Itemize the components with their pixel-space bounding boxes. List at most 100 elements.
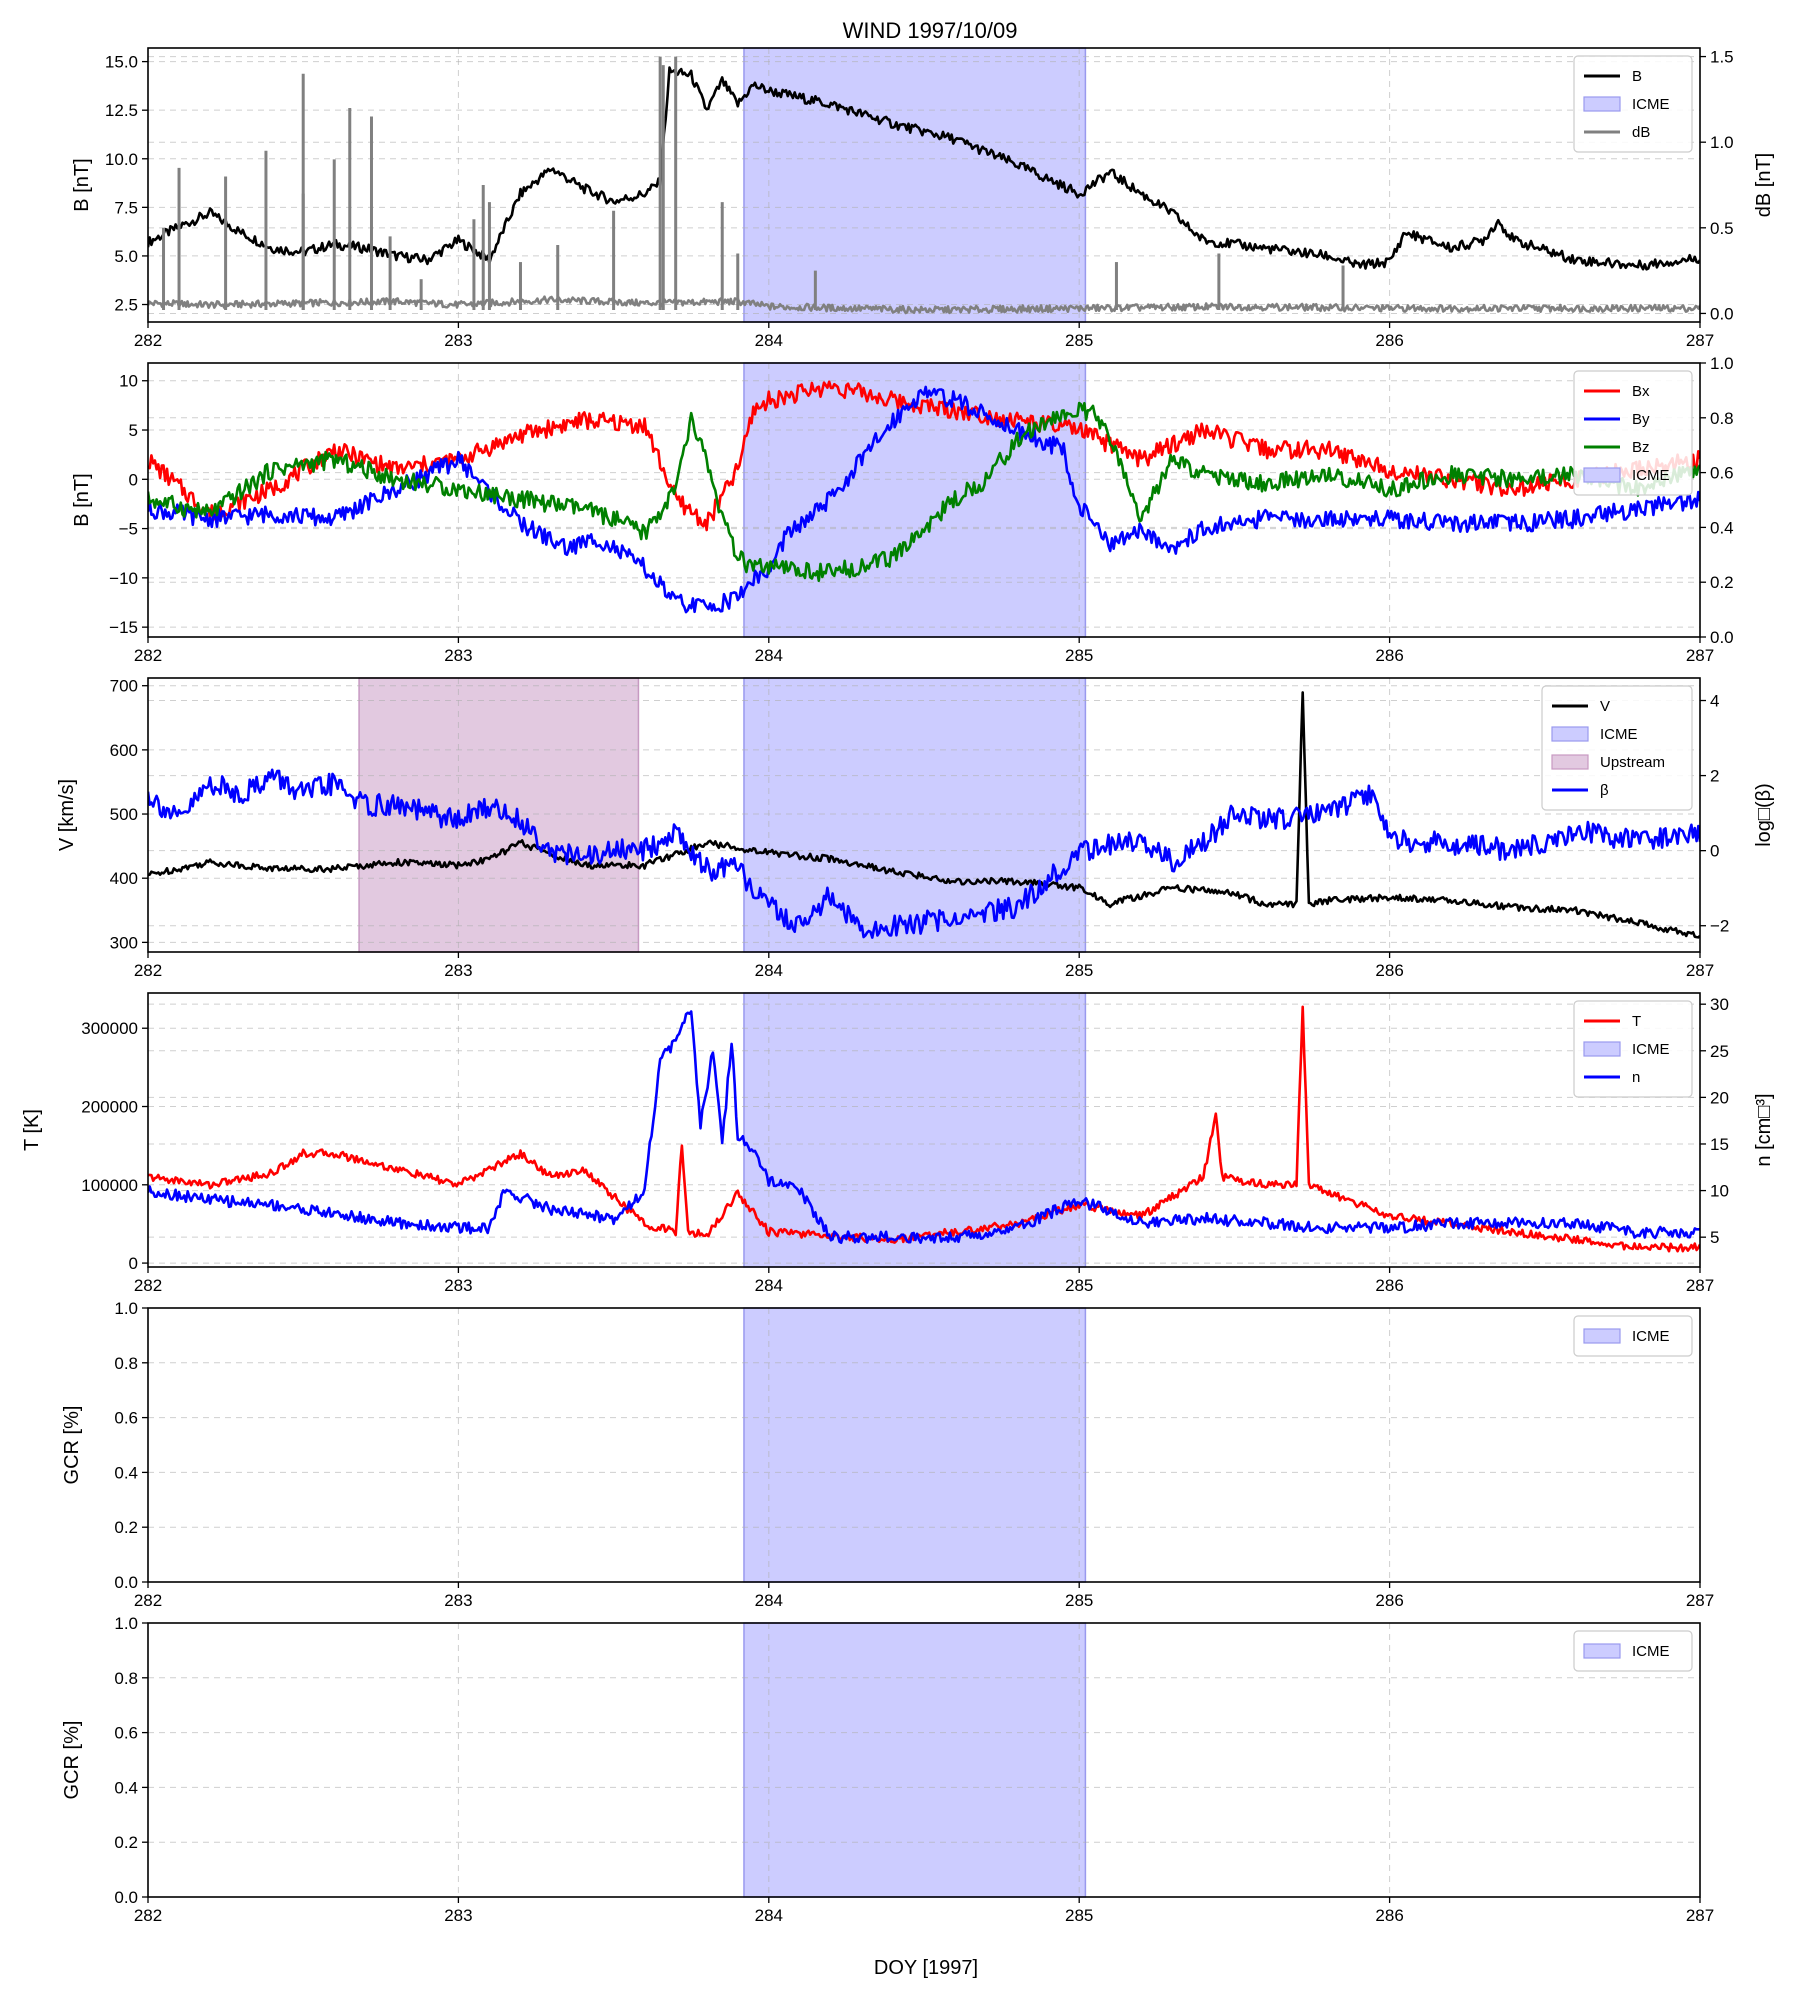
y-axis-label: GCR [%]	[61, 1721, 83, 1800]
x-tick-label: 282	[134, 331, 162, 350]
x-tick-label: 287	[1686, 331, 1714, 350]
legend-swatch-patch	[1583, 96, 1621, 112]
axes-frame	[147, 1622, 1701, 1898]
x-tick-label: 286	[1375, 1591, 1403, 1610]
x-tick-label: 283	[444, 1276, 472, 1295]
y-right-tick-label: 0.4	[1710, 518, 1734, 537]
y-tick-label: 1.0	[114, 1299, 138, 1318]
legend-entry-label: ICME	[1632, 1643, 1670, 1660]
y-tick-label: 400	[110, 869, 138, 888]
x-tick-label: 285	[1065, 1906, 1093, 1925]
panel-velocity-beta: 282 283 284 285 286 287 300 400 500 600 700 −2 0 2 4 V …	[56, 677, 1775, 980]
y-tick-label: 0.2	[114, 1518, 138, 1537]
y-tick-label: 1.0	[114, 1614, 138, 1633]
y-tick-label: 300	[110, 933, 138, 952]
y-tick-label: 0	[129, 470, 138, 489]
figure-title: WIND 1997/10/09	[843, 18, 1018, 43]
x-tick-label: 284	[755, 646, 783, 665]
legend-entry-label: ICME	[1600, 726, 1638, 743]
y-right-tick-label: 15	[1710, 1135, 1729, 1154]
x-tick-label: 284	[755, 1906, 783, 1925]
y-right-tick-label: 4	[1710, 692, 1719, 711]
y-right-tick-label: 5	[1710, 1228, 1719, 1247]
y-right-tick-label: 1.0	[1710, 133, 1734, 152]
legend-entry-label: ICME	[1632, 1328, 1670, 1345]
x-tick-label: 287	[1686, 1906, 1714, 1925]
axes-frame	[147, 677, 1701, 953]
y-tick-label: 0.0	[114, 1573, 138, 1592]
series-line-B	[148, 66, 1700, 271]
x-tick-label: 283	[444, 1591, 472, 1610]
legend-entry-label: β	[1600, 782, 1609, 799]
legend-swatch-patch	[1551, 726, 1589, 742]
panel-magnetic-field-magnitude: 282 283 284 285 286 287 2.5 5.0 7.5 10.0 12.5 15.0 0…	[71, 47, 1775, 350]
legend-box	[1541, 685, 1693, 811]
y-axis-label: B [nT]	[71, 158, 93, 211]
panel-gcr-2: 282 283 284 285 286 287 0.0 0.2 0.4 0.6 0.8 1.0 GCR …	[61, 1614, 1714, 1925]
y-tick-label: 0.0	[114, 1888, 138, 1907]
x-tick-label: 285	[1065, 646, 1093, 665]
y-tick-label: −15	[109, 618, 138, 637]
y-tick-label: −10	[109, 569, 138, 588]
x-tick-label: 286	[1375, 1276, 1403, 1295]
y-tick-label: 700	[110, 677, 138, 696]
y-tick-label: 5.0	[114, 247, 138, 266]
y-right-tick-label: 10	[1710, 1182, 1729, 1201]
x-tick-label: 283	[444, 331, 472, 350]
axes-frame	[147, 1307, 1701, 1583]
y-right-tick-label: 0.0	[1710, 628, 1734, 647]
panel-gcr-1: 282 283 284 285 286 287 0.0 0.2 0.4 0.6 0.8 1.0 GCR …	[61, 1299, 1714, 1610]
y-tick-label: 0.4	[114, 1463, 138, 1482]
y-tick-label: 10.0	[105, 150, 138, 169]
y-tick-label: 2.5	[114, 296, 138, 315]
x-tick-label: 283	[444, 646, 472, 665]
y-tick-label: 5	[129, 421, 138, 440]
y-tick-label: 0.4	[114, 1778, 138, 1797]
legend-entry-label: n	[1632, 1069, 1640, 1086]
x-tick-label: 285	[1065, 1276, 1093, 1295]
y-tick-label: 300000	[81, 1019, 138, 1038]
x-tick-label: 282	[134, 646, 162, 665]
x-axis-label: DOY [1997]	[874, 1957, 978, 1979]
y-tick-label: 0	[129, 1254, 138, 1273]
x-tick-label: 286	[1375, 961, 1403, 980]
legend-entry-label: B	[1632, 68, 1642, 85]
axes-frame	[147, 992, 1701, 1268]
y-axis-label: B [nT]	[71, 473, 93, 526]
legend-box	[1573, 55, 1693, 153]
y-right-tick-label: 0.2	[1710, 573, 1734, 592]
y-axis-label: GCR [%]	[61, 1406, 83, 1485]
y-right-tick-label: −2	[1710, 917, 1729, 936]
legend-entry-label: By	[1632, 411, 1650, 428]
panel-magnetic-field-components: 282 283 284 285 286 287 −15 −10 −5 0 5 10 0.0 0.2 0.4 0…	[71, 354, 1734, 665]
y-right-tick-label: 1.5	[1710, 48, 1734, 67]
legend-entry-label: ICME	[1632, 1041, 1670, 1058]
y-right-tick-label: 20	[1710, 1088, 1729, 1107]
x-tick-label: 287	[1686, 1591, 1714, 1610]
legend-box	[1573, 1630, 1693, 1672]
y-right-tick-label: 0.5	[1710, 219, 1734, 238]
series-line-beta	[148, 768, 1700, 939]
y-tick-label: 0.8	[114, 1669, 138, 1688]
series-line-Bz	[148, 401, 1700, 583]
legend-entry-label: V	[1600, 698, 1610, 715]
y-right-axis-label: log□(β)	[1753, 783, 1775, 847]
x-tick-label: 285	[1065, 961, 1093, 980]
y-tick-label: 10	[119, 372, 138, 391]
x-tick-label: 284	[755, 1276, 783, 1295]
y-right-tick-label: 2	[1710, 767, 1719, 786]
x-tick-label: 282	[134, 1906, 162, 1925]
y-tick-label: 0.6	[114, 1409, 138, 1428]
y-tick-label: 0.6	[114, 1724, 138, 1743]
series-line-n	[148, 1010, 1700, 1244]
icme-span	[743, 1307, 1087, 1583]
legend-swatch-patch	[1551, 754, 1589, 770]
x-tick-label: 282	[134, 961, 162, 980]
y-tick-label: 200000	[81, 1098, 138, 1117]
x-tick-label: 283	[444, 961, 472, 980]
y-tick-label: −5	[119, 520, 138, 539]
x-tick-label: 283	[444, 1906, 472, 1925]
y-tick-label: 600	[110, 741, 138, 760]
x-tick-label: 286	[1375, 1906, 1403, 1925]
